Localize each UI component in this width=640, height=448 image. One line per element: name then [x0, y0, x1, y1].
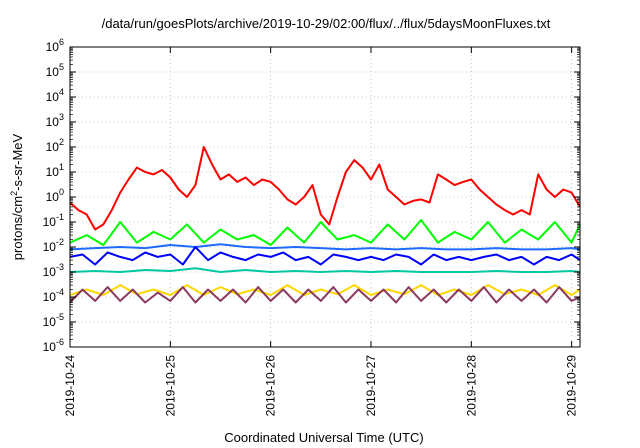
x-tick-label: 2019-10-28 — [464, 355, 478, 417]
y-tick-label: 101 — [46, 162, 64, 179]
x-axis-title: Coordinated Universal Time (UTC) — [224, 430, 423, 445]
chart-title: /data/run/goesPlots/archive/2019-10-29/0… — [102, 16, 551, 31]
x-tick-label: 2019-10-26 — [264, 355, 278, 417]
y-tick-label: 105 — [46, 62, 64, 79]
series-line-3 — [69, 243, 581, 251]
y-tick-label: 104 — [46, 87, 64, 104]
series-line-1 — [69, 146, 581, 231]
series-line-6 — [69, 284, 581, 296]
x-tick-label: 2019-10-27 — [364, 355, 378, 417]
y-tick-label: 100 — [46, 187, 64, 204]
x-tick-label: 2019-10-24 — [63, 355, 77, 417]
y-tick-label: 10-3 — [43, 262, 64, 279]
y-tick-label: 103 — [46, 112, 64, 129]
y-tick-label: 10-5 — [43, 312, 64, 329]
y-tick-label: 102 — [46, 137, 64, 154]
series-line-7 — [69, 286, 581, 304]
y-axis-ticks: 10-6 10-5 10-4 10-3 10-2 10-1 100 101 102 103 104 1… — [43, 37, 580, 354]
y-tick-label: 10-6 — [43, 337, 64, 354]
y-tick-label: 106 — [46, 37, 64, 54]
y-tick-label: 10-1 — [43, 212, 64, 229]
y-tick-label: 10-2 — [43, 237, 64, 254]
y-axis-title: protons/cm2-s-sr-MeV — [9, 133, 25, 260]
series-lines — [69, 146, 581, 304]
series-line-2 — [69, 219, 581, 246]
y-tick-label: 10-4 — [43, 287, 64, 304]
series-line-5 — [69, 267, 581, 273]
series-line-4 — [69, 246, 581, 266]
x-tick-label: 2019-10-29 — [565, 355, 579, 417]
x-axis-ticks: 2019-10-24 2019-10-25 2019-10-26 2019-10-27… — [63, 47, 579, 416]
x-tick-label: 2019-10-25 — [163, 355, 177, 417]
